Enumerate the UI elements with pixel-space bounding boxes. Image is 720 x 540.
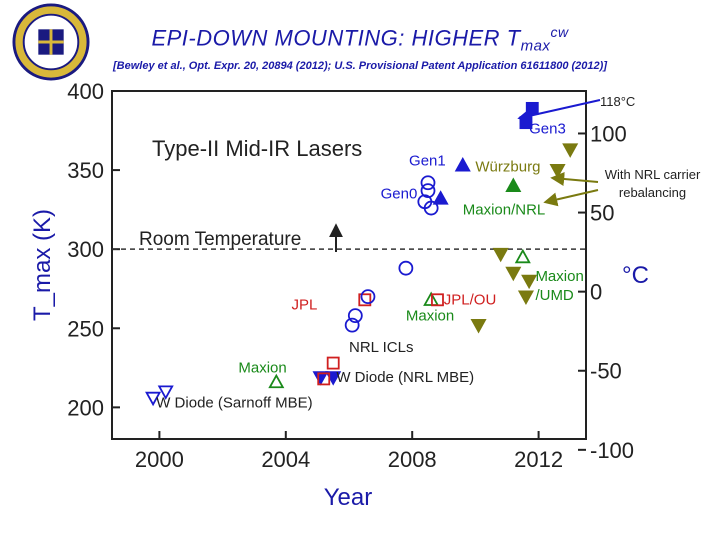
university-seal-logo: [12, 3, 90, 81]
data-point-s5-p1: [454, 156, 471, 172]
data-point-s11-p2: [505, 266, 522, 282]
data-point-s3-p5: [423, 200, 439, 216]
data-point-s7-p0: [268, 373, 285, 389]
x-tick-label-2004: 2004: [261, 447, 310, 472]
y-tick-right-label-0: 0: [590, 280, 602, 305]
point-label-2: JPL: [292, 296, 318, 313]
data-point-s3-p3: [398, 260, 414, 276]
page-title: EPI-DOWN MOUNTING: HIGHER Tmaxcw: [151, 24, 569, 55]
data-point-s11-p3: [517, 290, 534, 305]
gen3-arrow: [517, 99, 601, 123]
point-label-5: Gen1: [409, 152, 446, 169]
point-label-1: W Diode (NRL MBE): [336, 369, 474, 386]
data-point-s4-p0: [420, 183, 436, 199]
point-label-maxion-2008: Maxion: [406, 307, 454, 324]
data-point-s11-p6: [562, 143, 579, 158]
data-point-s2-p0: [317, 372, 331, 386]
data-point-s5-p0: [432, 190, 449, 205]
point-label-8: JPL/OU: [444, 292, 497, 309]
citation-text: [Bewley et al., Opt. Expr. 20, 20894 (20…: [113, 60, 607, 72]
y-tick-right-label--50: -50: [590, 359, 622, 384]
data-point-s3-p0: [344, 317, 360, 333]
data-point-s0-p1: [157, 385, 174, 400]
point-label-4: Gen0: [381, 186, 418, 203]
nrl-note-line-1: With NRL carrier: [604, 167, 701, 182]
point-label-maxion-umd-line1: Maxion: [535, 268, 583, 285]
point-label-maxion-umd-line2: /UMD: [535, 287, 573, 304]
y-tick-left-label-350: 350: [67, 158, 104, 183]
data-point-s3-p2: [360, 289, 376, 305]
point-label-3: NRL ICLs: [349, 339, 413, 356]
data-point-s11-p1: [492, 247, 509, 263]
y-tick-left-label-400: 400: [67, 79, 104, 104]
data-point-s11-p5: [549, 163, 566, 179]
plot-frame: [111, 90, 587, 440]
data-point-s11-p4: [521, 274, 538, 290]
y-axis-right-title: °C: [622, 262, 649, 289]
y-tick-right-label-100: 100: [590, 121, 627, 146]
x-tick-label-2012: 2012: [514, 447, 563, 472]
nrl-rebalance-arrow-2: [543, 189, 599, 207]
point-label-0: W Diode (Sarnoff MBE): [156, 394, 312, 411]
y-axis-left-label: T_max (K): [29, 209, 56, 321]
point-label-7: Maxion: [238, 360, 286, 377]
x-tick-label-2000: 2000: [135, 447, 184, 472]
nrl-rebalancing-note: With NRL carrier rebalancing: [590, 166, 715, 202]
data-point-s9-p0: [505, 177, 522, 193]
y-tick-right-label--100: -100: [590, 438, 634, 463]
y-tick-left-label-300: 300: [67, 237, 104, 262]
x-axis-title: Year: [324, 484, 373, 511]
data-point-s0-p0: [145, 391, 162, 407]
data-point-s10-p0: [514, 248, 531, 264]
y-axis-left-title: T_max (K): [29, 209, 56, 321]
chart-title: Type-II Mid-IR Lasers: [152, 136, 362, 161]
room-temperature-label: Room Temperature: [139, 229, 301, 250]
x-tick-label-2008: 2008: [388, 447, 437, 472]
data-point-s2-p1: [326, 356, 340, 370]
y-tick-left-label-250: 250: [67, 316, 104, 341]
peak-temperature-note: 118°C: [600, 94, 636, 109]
data-point-s8-p0: [431, 293, 444, 307]
data-points: W Diode (Sarnoff MBE) W Diode (NRL MBE) JP…: [145, 101, 584, 411]
data-point-s11-p0: [470, 319, 487, 334]
y-tick-right-label-50: 50: [590, 201, 614, 226]
nrl-note-line-2: rebalancing: [618, 185, 687, 200]
point-label-6: Gen3: [529, 121, 566, 138]
data-point-s3-p1: [347, 308, 363, 324]
axis-ticks: 2000 2004 2008 2012 200 250 300 350 400 -100 -50 0 5…: [67, 79, 634, 472]
point-label-10: Würzburg: [475, 159, 540, 176]
data-point-s6-p1: [525, 101, 539, 115]
nrl-rebalance-arrow-1: [550, 172, 599, 186]
data-point-s2-p2: [358, 293, 372, 307]
point-label-9: Maxion/NRL: [463, 201, 546, 218]
data-point-s3-p6: [420, 175, 436, 191]
y-tick-left-label-200: 200: [67, 395, 104, 420]
